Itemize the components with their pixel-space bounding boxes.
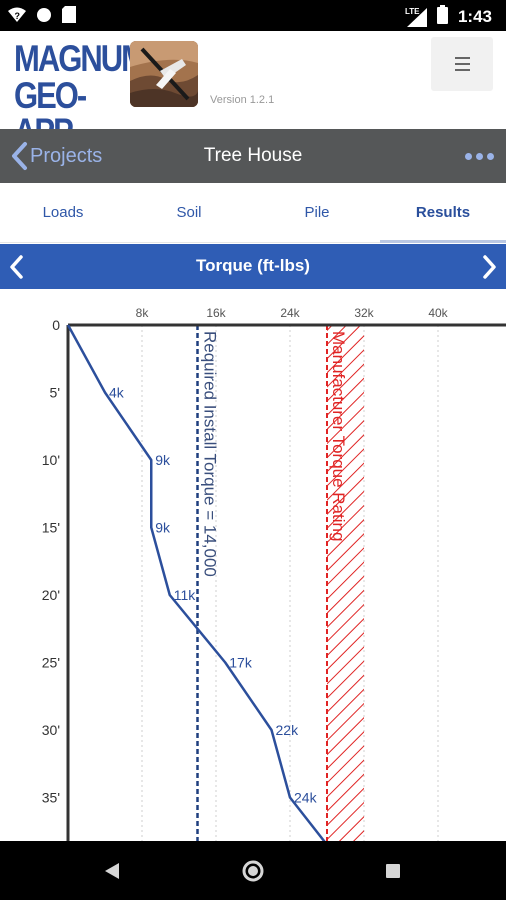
manufacturer-rating-label: Manufacturer Torque Rating bbox=[329, 331, 348, 541]
chevron-right-icon[interactable] bbox=[482, 254, 498, 285]
back-button[interactable]: Projects bbox=[10, 129, 102, 183]
back-triangle-icon[interactable] bbox=[104, 862, 120, 885]
tab-results[interactable]: Results bbox=[380, 183, 506, 243]
y-tick-label: 30' bbox=[42, 722, 60, 738]
signal-icon: LTE bbox=[404, 6, 427, 27]
y-tick-label: 10' bbox=[42, 452, 60, 468]
data-label: 9k bbox=[155, 520, 171, 536]
home-circle-icon[interactable] bbox=[241, 859, 265, 888]
system-navigation-bar bbox=[0, 841, 506, 900]
hamburger-menu-icon bbox=[455, 57, 470, 59]
x-tick-label: 24k bbox=[280, 306, 300, 320]
data-label: 4k bbox=[109, 385, 125, 401]
chevron-left-icon[interactable] bbox=[8, 254, 24, 285]
x-tick-label: 32k bbox=[354, 306, 374, 320]
brand-wordmark: MAGNUM GEO-APP bbox=[14, 37, 147, 150]
app-version: Version 1.2.1 bbox=[210, 94, 275, 106]
app-logo-icon bbox=[130, 41, 198, 107]
brand-line-1: MAGNUM bbox=[14, 37, 147, 80]
hamburger-menu-icon-bar bbox=[455, 63, 470, 65]
data-label: 9k bbox=[155, 452, 171, 468]
data-label: 11k bbox=[174, 587, 197, 603]
chart-selector-bar: Torque (ft-lbs) bbox=[0, 244, 506, 289]
y-tick-label: 25' bbox=[42, 655, 60, 671]
y-tick-label: 5' bbox=[50, 385, 60, 401]
required-torque-label: Required Install Torque = 14,000 bbox=[201, 331, 220, 577]
sd-card-icon bbox=[62, 6, 76, 28]
status-bar: ? LTE 1:43 bbox=[0, 0, 506, 31]
data-label: 22k bbox=[276, 722, 300, 738]
back-button-label: Projects bbox=[30, 144, 103, 167]
tab-loads[interactable]: Loads bbox=[42, 204, 84, 221]
clock: 1:43 bbox=[457, 7, 492, 26]
data-label: 24k bbox=[294, 790, 318, 806]
hamburger-menu-button[interactable] bbox=[431, 37, 493, 91]
y-tick-label: 15' bbox=[42, 520, 60, 536]
network-type: LTE bbox=[404, 6, 420, 16]
x-tick-label: 16k bbox=[206, 306, 226, 320]
x-tick-label: 40k bbox=[428, 306, 448, 320]
circle-icon bbox=[36, 7, 52, 28]
more-dots-icon[interactable] bbox=[465, 129, 494, 183]
tab-soil[interactable]: Soil bbox=[176, 204, 202, 221]
wifi-question-icon: ? bbox=[8, 7, 26, 28]
torque-chart-svg: Manufacturer Torque Rating Required Inst… bbox=[42, 306, 506, 846]
navigation-bar: Projects Tree House bbox=[0, 129, 506, 183]
torque-chart: Manufacturer Torque Rating Required Inst… bbox=[0, 289, 506, 846]
manufacturer-rating-band bbox=[327, 325, 364, 841]
y-tick-label: 20' bbox=[42, 587, 60, 603]
recents-square-icon[interactable] bbox=[385, 863, 401, 884]
chevron-left-icon bbox=[12, 142, 27, 170]
x-tick-label: 8k bbox=[136, 306, 150, 320]
battery-icon bbox=[436, 5, 448, 29]
tab-pile[interactable]: Pile bbox=[304, 204, 330, 221]
hamburger-menu-icon-bar bbox=[455, 69, 470, 71]
chart-title: Torque (ft-lbs) bbox=[196, 256, 310, 275]
torque-line bbox=[66, 324, 328, 846]
data-label: 17k bbox=[229, 655, 253, 671]
y-tick-label: 0 bbox=[52, 317, 60, 333]
app-header: MAGNUM GEO-APP Version 1.2.1 bbox=[0, 31, 506, 150]
tab-bar: Loads Soil Pile Results bbox=[0, 183, 506, 243]
page-title: Tree House bbox=[203, 145, 303, 166]
svg-text:?: ? bbox=[15, 11, 21, 21]
y-tick-label: 35' bbox=[42, 790, 60, 806]
